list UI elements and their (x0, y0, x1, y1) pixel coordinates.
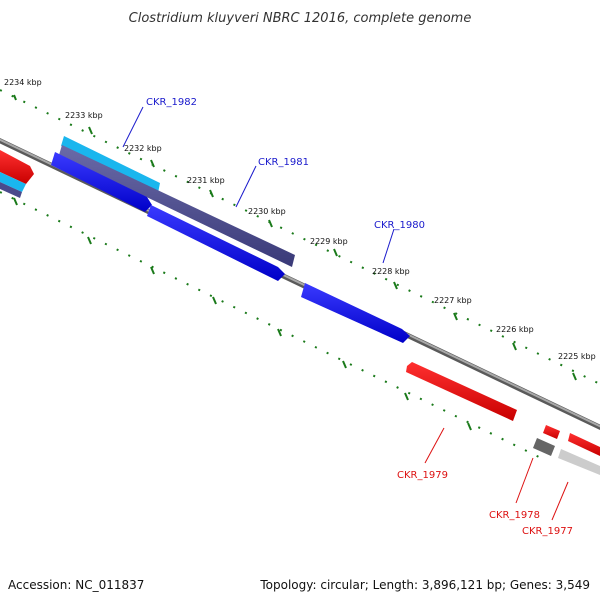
inner-major-ticks (13, 197, 472, 431)
gene-labels: CKR_1982 CKR_1981 CKR_1980 CKR_1979 CKR_… (122, 97, 573, 537)
feature-cds-reverse-1[interactable] (406, 362, 517, 421)
feature-cds-reverse-2[interactable] (543, 425, 560, 439)
scale-label-2226: 2226 kbp (496, 325, 534, 334)
feature-slate-long[interactable] (59, 145, 295, 267)
gene-label-ckr-1979[interactable]: CKR_1979 (397, 470, 448, 481)
outer-tick-ring (0, 89, 600, 385)
feature-cds-reverse-3[interactable] (568, 433, 600, 456)
scale-label-2228: 2228 kbp (372, 267, 410, 276)
leader-ckr-1982 (122, 106, 144, 148)
scale-labels: 2234 kbp 2233 kbp 2232 kbp 2231 kbp 2230… (4, 78, 596, 361)
gene-label-ckr-1977[interactable]: CKR_1977 (522, 526, 573, 537)
gene-label-ckr-1982[interactable]: CKR_1982 (146, 97, 197, 108)
leader-ckr-1977 (551, 481, 569, 521)
scale-label-2229: 2229 kbp (310, 237, 348, 246)
features (0, 136, 600, 475)
leader-ckr-1978 (515, 457, 534, 504)
scale-label-2233: 2233 kbp (65, 111, 103, 120)
inner-tick-ring (0, 191, 546, 461)
feature-cds-forward-3[interactable] (301, 283, 410, 343)
accession-text: Accession: NC_011837 (8, 578, 145, 592)
feature-ckr-1982-cyan[interactable] (61, 136, 160, 193)
leader-ckr-1979 (424, 427, 445, 464)
scale-label-2225: 2225 kbp (558, 352, 596, 361)
scale-label-2230: 2230 kbp (248, 207, 286, 216)
gene-label-ckr-1981[interactable]: CKR_1981 (258, 157, 309, 168)
gene-label-ckr-1978[interactable]: CKR_1978 (489, 510, 540, 521)
feature-red-left[interactable] (0, 150, 34, 184)
map-title: Clostridium kluyveri NBRC 12016, complet… (129, 11, 472, 26)
gene-label-ckr-1980[interactable]: CKR_1980 (374, 220, 425, 231)
leader-ckr-1980 (382, 228, 395, 264)
feature-light-gray[interactable] (558, 449, 600, 475)
feature-slate-left[interactable] (0, 182, 22, 198)
leader-ckr-1981 (235, 165, 257, 208)
feature-cyan-left[interactable] (0, 172, 26, 192)
feature-cds-forward-1[interactable] (51, 152, 152, 212)
feature-cds-forward-2[interactable] (147, 205, 285, 281)
scale-label-2227: 2227 kbp (434, 296, 472, 305)
genome-summary-text: Topology: circular; Length: 3,896,121 bp… (260, 578, 590, 592)
scale-label-2234: 2234 kbp (4, 78, 42, 87)
scale-label-2231: 2231 kbp (187, 176, 225, 185)
scale-label-2232: 2232 kbp (124, 144, 162, 153)
outer-major-ticks (13, 94, 577, 381)
feature-gray[interactable] (533, 438, 555, 456)
